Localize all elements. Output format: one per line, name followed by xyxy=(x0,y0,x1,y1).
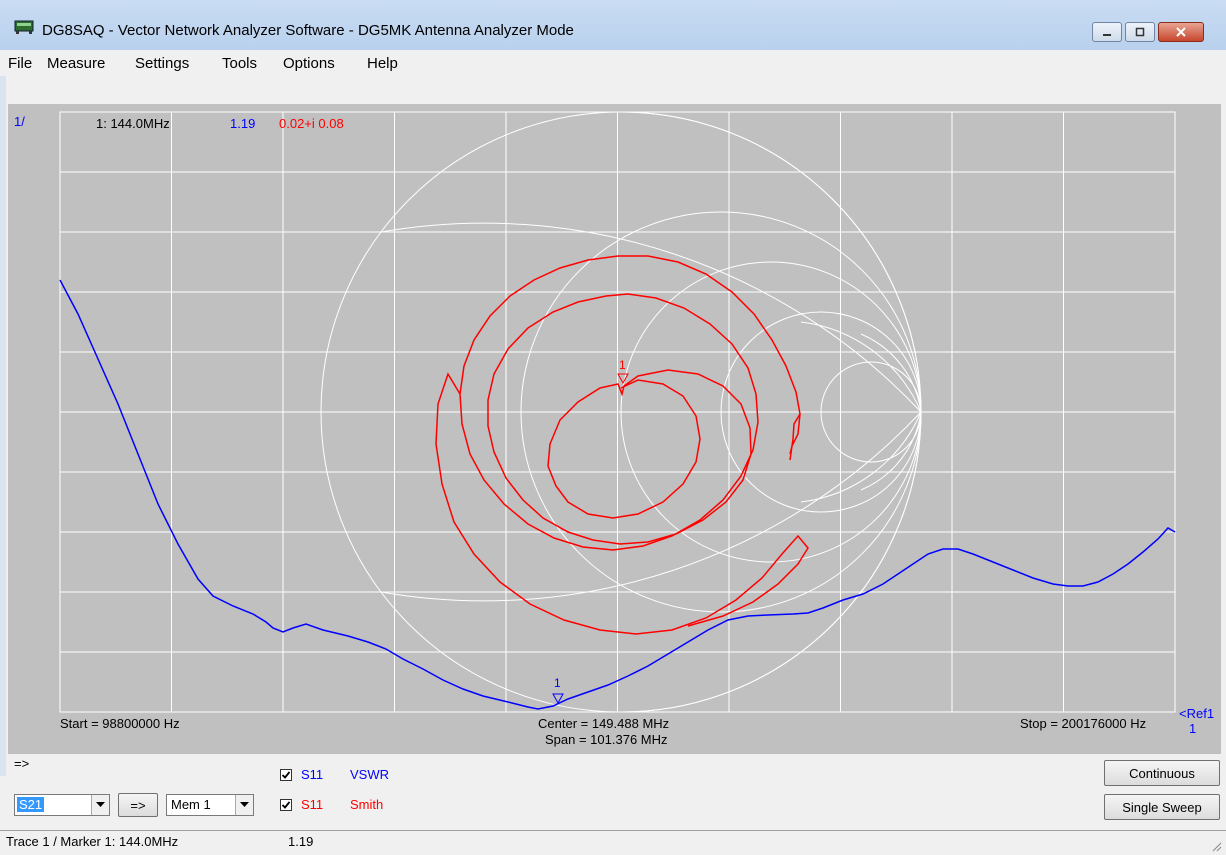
maximize-icon xyxy=(1135,27,1145,37)
trace2-param: S11 xyxy=(301,797,324,812)
smith-grid xyxy=(320,111,922,713)
memory-select-arrow[interactable] xyxy=(235,795,253,815)
plot-canvas xyxy=(59,111,1176,713)
smith-marker xyxy=(617,373,629,385)
trace-select-value: S21 xyxy=(17,797,45,812)
maximize-button[interactable] xyxy=(1125,22,1155,42)
plot-area[interactable]: 1/ 1: 144.0MHz 1.19 0.02+i 0.08 1 1 Star… xyxy=(8,104,1221,754)
status-trace-marker: Trace 1 / Marker 1: 144.0MHz xyxy=(6,834,179,849)
ref-value: 1 xyxy=(1189,721,1197,736)
plot-corner-label: 1/ xyxy=(14,114,25,129)
trace-select-arrow[interactable] xyxy=(91,795,109,815)
start-frequency: Start = 98800000 Hz xyxy=(60,716,180,731)
continuous-button[interactable]: Continuous xyxy=(1104,760,1220,786)
menu-help[interactable]: Help xyxy=(367,55,398,72)
arrow-label: => xyxy=(14,756,30,771)
status-bar: Trace 1 / Marker 1: 144.0MHz 1.19 xyxy=(0,830,1226,855)
vswr-trace xyxy=(59,279,1176,710)
chevron-down-icon xyxy=(96,802,105,807)
title-bar: DG8SAQ - Vector Network Analyzer Softwar… xyxy=(0,0,1226,50)
menu-options[interactable]: Options xyxy=(283,55,335,72)
smith-trace xyxy=(435,255,809,635)
menu-measure[interactable]: Measure xyxy=(47,55,106,72)
minimize-icon xyxy=(1103,34,1111,36)
memory-select-value: Mem 1 xyxy=(171,797,211,812)
status-value: 1.19 xyxy=(288,834,314,849)
marker-readout-label: 1: 144.0MHz xyxy=(96,116,170,131)
close-button[interactable] xyxy=(1158,22,1204,42)
close-icon xyxy=(1176,27,1186,37)
ref-label: <Ref1 xyxy=(1179,706,1215,721)
window-title: DG8SAQ - Vector Network Analyzer Softwar… xyxy=(42,22,574,39)
checkmark-icon xyxy=(281,801,291,809)
span-frequency: Span = 101.376 MHz xyxy=(545,732,668,747)
chevron-down-icon xyxy=(240,802,249,807)
copy-to-memory-button[interactable]: => xyxy=(118,793,158,817)
center-frequency: Center = 149.488 MHz xyxy=(538,716,670,731)
menu-settings[interactable]: Settings xyxy=(135,55,190,72)
menu-tools[interactable]: Tools xyxy=(222,55,258,72)
single-sweep-button[interactable]: Single Sweep xyxy=(1104,794,1220,820)
vswr-marker xyxy=(552,693,564,705)
trace1-param: S11 xyxy=(301,767,324,782)
trace1-format: VSWR xyxy=(350,767,389,782)
smith-marker-tag: 1 xyxy=(619,358,626,372)
vswr-marker-tag: 1 xyxy=(554,676,561,690)
menu-file[interactable]: File xyxy=(8,55,33,72)
marker-readout-vswr: 1.19 xyxy=(230,116,256,131)
memory-select[interactable]: Mem 1 xyxy=(166,794,254,816)
trace-select[interactable]: S21 xyxy=(14,794,110,816)
stop-frequency: Stop = 200176000 Hz xyxy=(1020,716,1147,731)
trace2-format: Smith xyxy=(350,797,384,812)
menu-bar: File Measure Settings Tools Options Help xyxy=(0,50,1226,76)
trace1-checkbox[interactable] xyxy=(280,769,292,781)
marker-readout-impedance: 0.02+i 0.08 xyxy=(279,116,344,131)
vna-device-icon xyxy=(14,20,34,34)
trace2-checkbox[interactable] xyxy=(280,799,292,811)
resize-grip-icon[interactable] xyxy=(1210,840,1222,852)
minimize-button[interactable] xyxy=(1092,22,1122,42)
window-edge xyxy=(0,76,6,776)
checkmark-icon xyxy=(281,771,291,779)
